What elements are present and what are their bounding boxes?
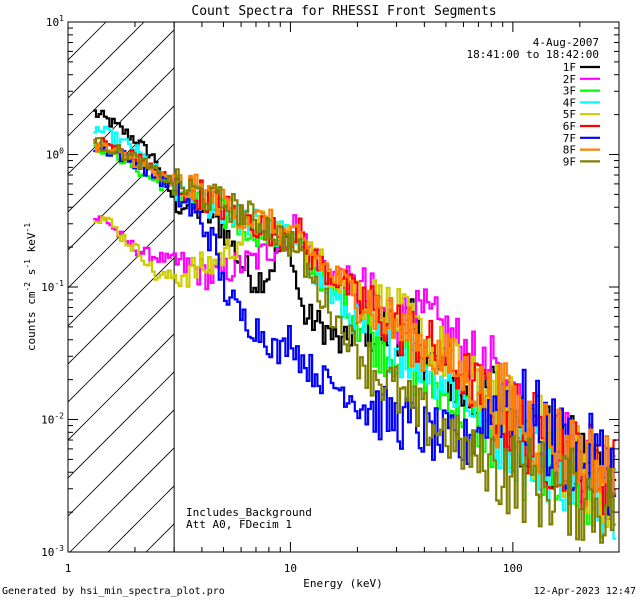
annotation-background: Includes_Background [186, 506, 312, 519]
y-tick-label: 10-1 [41, 279, 64, 294]
series-group [93, 109, 617, 544]
series-line-9F [93, 137, 617, 544]
series-line-8F [93, 139, 617, 526]
legend-label-2F: 2F [563, 73, 576, 86]
hatch-line [68, 67, 175, 175]
y-tick-label: 10-3 [41, 544, 64, 559]
time-range-label: 18:41:00 to 18:42:00 [467, 48, 599, 61]
legend-label-7F: 7F [563, 132, 576, 145]
legend-label-3F: 3F [563, 85, 576, 98]
hatch-line [68, 257, 175, 365]
hatch-line [68, 219, 175, 327]
hatch-line [68, 371, 175, 479]
hatch-line [69, 447, 175, 552]
legend-label-9F: 9F [563, 155, 576, 168]
annotation-attenuator: Att A0, FDecim 1 [186, 518, 292, 531]
legend-label-8F: 8F [563, 144, 576, 157]
x-tick-label: 10 [284, 562, 297, 575]
hatch-line [68, 105, 175, 213]
x-tick-label: 100 [503, 562, 523, 575]
x-axis-label: Energy (keV) [303, 577, 382, 590]
legend-label-5F: 5F [563, 108, 576, 121]
y-axis-label: counts cm-2 s-1 keV-1 [23, 223, 38, 351]
chart-title: Count Spectra for RHESSI Front Segments [191, 4, 496, 19]
date-label: 4-Aug-2007 [533, 36, 599, 49]
y-tick-label: 101 [46, 14, 64, 29]
y-tick-label: 10-2 [41, 412, 64, 427]
legend-label-6F: 6F [563, 120, 576, 133]
y-tick-label: 100 [46, 147, 64, 162]
footer-generated-by: Generated by hsi_min_spectra_plot.pro [2, 586, 225, 597]
y-axis-ticks: 10-3 10-2 10-1 100 101 [41, 14, 619, 559]
x-tick-label: 1 [65, 562, 72, 575]
legend-label-1F: 1F [563, 61, 576, 74]
hatch-line [68, 409, 175, 517]
x-axis-ticks: 1 10 100 [65, 22, 620, 575]
legend-label-4F: 4F [563, 96, 576, 109]
footer-date-time: 12-Apr-2023 12:47 [534, 586, 636, 597]
